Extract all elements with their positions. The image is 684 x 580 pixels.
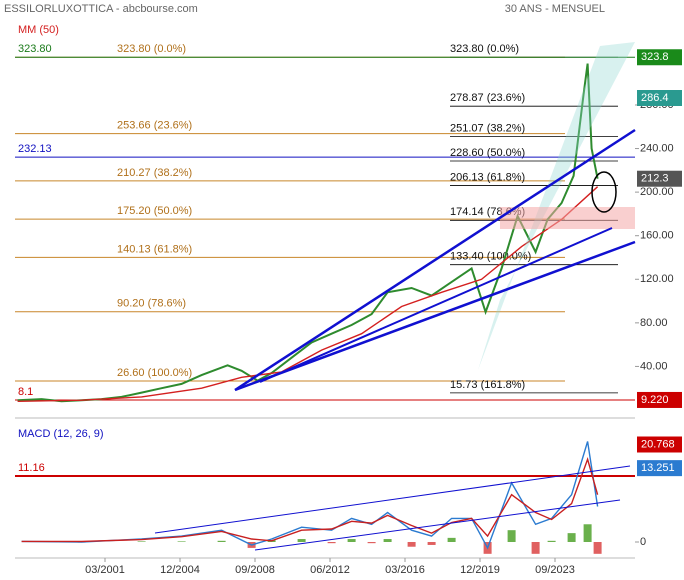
zone <box>500 207 635 229</box>
fib-label: 323.80 (0.0%) <box>117 43 186 55</box>
x-tick-label: 06/2012 <box>310 564 350 576</box>
fib-label: 228.60 (50.0%) <box>450 147 525 159</box>
price-tag-label: 9.220 <box>641 394 669 406</box>
histogram-bar <box>531 542 540 554</box>
trend-line <box>154 465 631 534</box>
fib-label: 133.40 (100.0%) <box>450 251 531 263</box>
h-line-label: 11.16 <box>18 462 45 474</box>
y-tick-label: 40.00 <box>640 360 668 372</box>
trend-line <box>234 128 636 392</box>
x-tick-label: 12/2004 <box>160 564 200 576</box>
y-tick-label: 240.00 <box>640 142 674 154</box>
histogram-bar <box>383 539 392 542</box>
price-tag-label: 212.3 <box>641 173 669 185</box>
trend-line <box>259 227 613 383</box>
price-tag <box>637 90 682 106</box>
histogram-bar <box>407 542 416 547</box>
x-tick-label: 09/2008 <box>235 564 275 576</box>
trend-line <box>234 240 636 392</box>
histogram-bar <box>217 540 226 542</box>
fib-label: 323.80 (0.0%) <box>450 43 519 55</box>
fib-label: 175.20 (50.0%) <box>117 205 192 217</box>
fib-label: 15.73 (161.8%) <box>450 379 525 391</box>
circle-mark <box>591 171 617 213</box>
y-tick-label: 160.00 <box>640 230 674 242</box>
price-tag-label: 13.251 <box>641 462 675 474</box>
histogram-bar <box>177 541 186 542</box>
annotations <box>154 42 636 551</box>
trend-line <box>254 499 621 551</box>
fib-label: 206.13 (61.8%) <box>450 171 525 183</box>
fib-label: 278.87 (23.6%) <box>450 92 525 104</box>
histogram-bar <box>297 539 306 542</box>
histogram-bar <box>593 542 602 554</box>
histogram-bar <box>447 537 456 542</box>
histogram-bar <box>567 533 576 542</box>
series-line <box>21 457 599 543</box>
price-tag-label: 20.768 <box>641 438 675 450</box>
y-tick-label: 0 <box>640 536 646 548</box>
h-line-label: 232.13 <box>18 143 52 155</box>
histogram-bar <box>583 524 592 542</box>
price-tag-label: 323.8 <box>641 51 669 63</box>
fib-label: 90.20 (78.6%) <box>117 298 186 310</box>
series-line <box>21 441 599 550</box>
x-tick-label: 03/2001 <box>85 564 125 576</box>
chart-title: ESSILORLUXOTTICA - abcbourse.com <box>4 3 198 15</box>
price-tag <box>637 436 682 453</box>
series-line <box>17 186 599 402</box>
fib-label: 251.07 (38.2%) <box>450 122 525 134</box>
price-tag <box>637 391 682 408</box>
price-tag <box>637 49 682 66</box>
macd-title: MACD (12, 26, 9) <box>18 428 104 440</box>
x-tick-label: 12/2019 <box>460 564 500 576</box>
h-line-label: 323.80 <box>18 43 52 55</box>
histogram-bar <box>367 542 376 544</box>
y-tick-label: 120.00 <box>640 273 674 285</box>
fib-label: 26.60 (100.0%) <box>117 367 192 379</box>
chart-subtitle: 30 ANS - MENSUEL <box>505 3 605 15</box>
x-tick-label: 03/2016 <box>385 564 425 576</box>
y-tick-label: 80.00 <box>640 317 668 329</box>
price-tag-label: 286.4 <box>641 92 669 104</box>
y-tick-label: 200.00 <box>640 186 674 198</box>
histogram-bar <box>427 542 436 545</box>
fib-label: 210.27 (38.2%) <box>117 167 192 179</box>
histogram-bar <box>347 539 356 542</box>
histogram-bar <box>137 541 146 542</box>
fib-label: 253.66 (23.6%) <box>117 120 192 132</box>
x-tick-label: 09/2023 <box>535 564 575 576</box>
legend-entry: MM (50) <box>18 24 59 36</box>
fib-label: 140.13 (61.8%) <box>117 243 192 255</box>
h-line-label: 8.1 <box>18 386 33 398</box>
price-tag <box>637 460 682 477</box>
histogram-bar <box>547 540 556 542</box>
histogram-bar <box>327 542 336 544</box>
price-tag <box>637 170 682 187</box>
histogram-bar <box>507 530 516 542</box>
